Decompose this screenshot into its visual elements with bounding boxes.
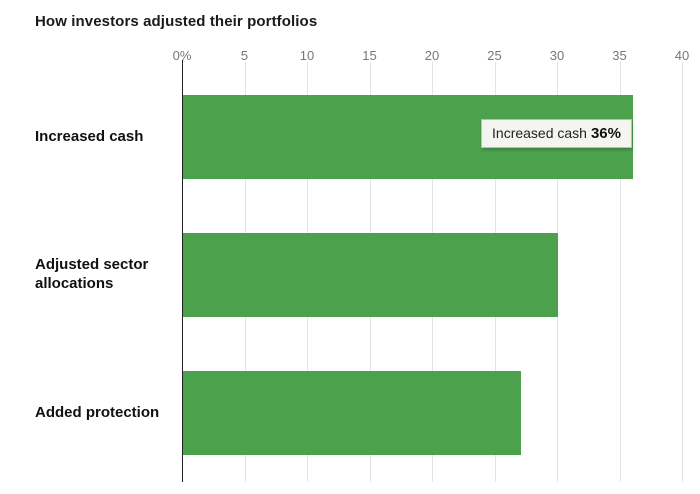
tooltip: Increased cash 36% bbox=[481, 119, 632, 148]
y-axis-line bbox=[182, 60, 183, 482]
category-label: Increased cash bbox=[35, 127, 144, 145]
x-tick-label: 0% bbox=[172, 48, 192, 63]
x-axis: 0% 5 10 15 20 25 30 35 40 bbox=[0, 48, 700, 64]
x-tick-label: 15 bbox=[362, 48, 377, 63]
x-tick-label: 5 bbox=[240, 48, 249, 63]
category-label: Added protection bbox=[35, 403, 160, 421]
bar[interactable] bbox=[183, 233, 558, 317]
x-tick-label: 10 bbox=[299, 48, 315, 63]
bar[interactable] bbox=[183, 371, 521, 455]
chart-title: How investors adjusted their portfolios bbox=[35, 13, 318, 30]
x-tick-label: 35 bbox=[612, 48, 627, 63]
x-tick-label: 20 bbox=[424, 48, 440, 63]
x-tick-label: 40 bbox=[674, 48, 690, 63]
tooltip-label: Increased cash bbox=[492, 125, 587, 141]
gridline bbox=[619, 62, 621, 482]
x-tick-label: 30 bbox=[549, 48, 565, 63]
x-tick-label: 25 bbox=[487, 48, 502, 63]
tooltip-value: 36% bbox=[590, 125, 621, 142]
gridline bbox=[682, 62, 683, 482]
category-label: Adjusted sector allocations bbox=[35, 256, 149, 292]
